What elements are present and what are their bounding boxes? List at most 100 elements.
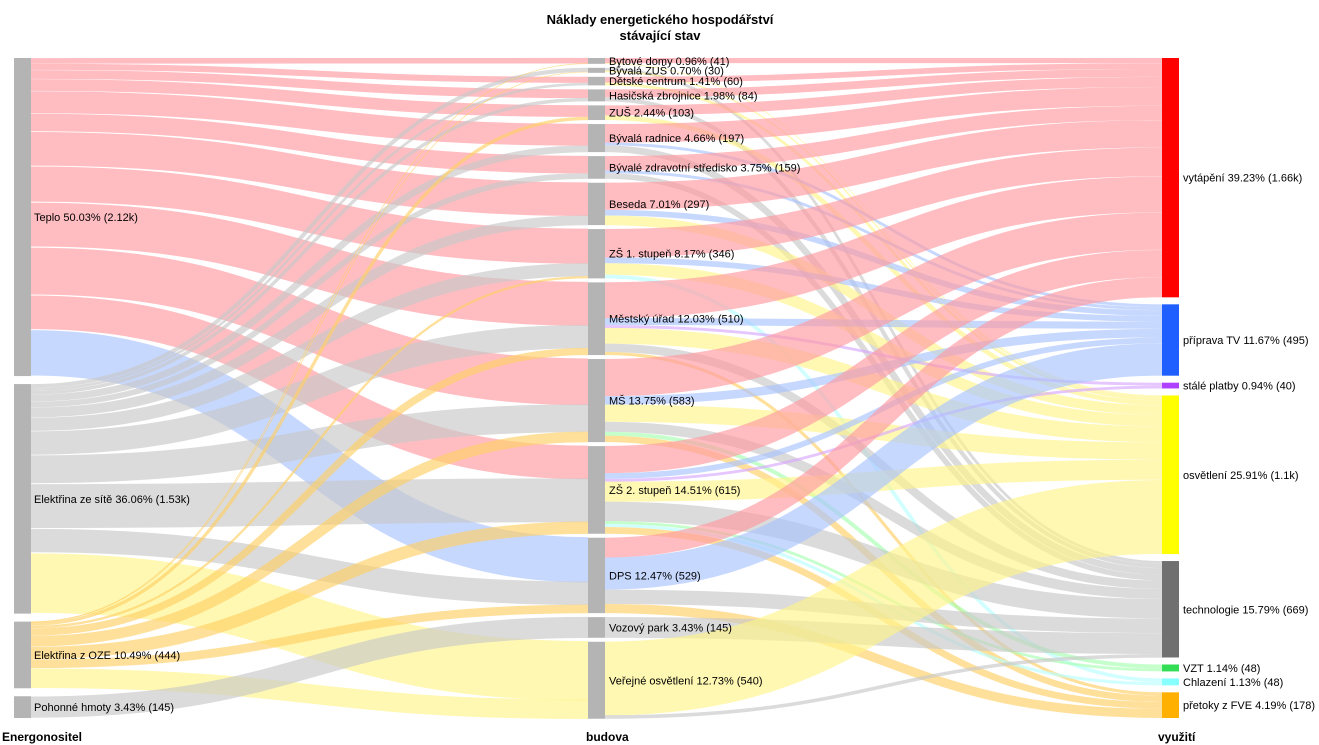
- node-vyt: [1162, 58, 1179, 298]
- link-bzs-vyt: [604, 105, 1163, 171]
- node-bes: [588, 182, 605, 226]
- node-label-hz: Hasičská zbrojnice 1.98% (84): [609, 90, 758, 102]
- node-osv: [1162, 395, 1179, 555]
- link-elsit-dps: [30, 528, 589, 606]
- node-label-ptv: příprava TV 11.67% (495): [1183, 335, 1309, 347]
- link-elsit-hz: [30, 97, 589, 395]
- sankey-labels: Teplo 50.03% (2.12k) Elektřina ze sítě 36…: [34, 56, 1315, 714]
- node-sp: [1162, 382, 1179, 389]
- node-label-sp: stálé platby 0.94% (40): [1183, 381, 1296, 393]
- node-ms: [588, 359, 605, 443]
- node-label-phm: Pohonné hmoty 3.43% (145): [34, 702, 174, 714]
- node-bzs: [588, 156, 605, 179]
- link-elsit-ms: [30, 404, 589, 484]
- link-zs1-vyt: [604, 147, 1163, 258]
- node-vp: [588, 617, 605, 638]
- link-eloze-zs2: [30, 521, 589, 660]
- link-teplo-dc: [30, 63, 589, 83]
- node-label-zs2: ZŠ 2. stupeň 14.51% (615): [609, 484, 740, 497]
- link-elsit-dc: [30, 82, 589, 391]
- link-teplo-br: [30, 91, 589, 146]
- node-eloze: [14, 621, 31, 689]
- link-elsit-br: [30, 145, 589, 402]
- node-label-teplo: Teplo 50.03% (2.12k): [34, 212, 138, 224]
- link-eloze-bzus: [30, 71, 589, 623]
- node-label-vyt: vytápění 39.23% (1.66k): [1183, 173, 1302, 185]
- node-label-dps: DPS 12.47% (529): [609, 570, 701, 582]
- link-ms-vyt: [604, 212, 1163, 397]
- sankey-nodes: [14, 58, 1179, 719]
- link-teplo-zs1: [30, 166, 589, 264]
- node-label-bzs: Bývalé zdravotní středisko 3.75% (159): [609, 162, 800, 174]
- node-mu: [588, 282, 605, 356]
- node-label-br: Bývalá radnice 4.66% (197): [609, 133, 744, 145]
- node-zus: [588, 105, 605, 121]
- node-label-tech: technologie 15.79% (669): [1183, 604, 1308, 616]
- link-teplo-hz: [30, 70, 589, 99]
- node-bzus: [588, 67, 605, 73]
- link-ms-osv: [604, 404, 1163, 460]
- link-eloze-bd: [30, 63, 589, 623]
- link-teplo-bes: [30, 131, 589, 216]
- link-zus-vyt: [604, 76, 1163, 116]
- column-label-vyuziti: využití: [1158, 730, 1196, 744]
- node-hz: [588, 89, 605, 102]
- node-chl: [1162, 678, 1179, 686]
- node-br: [588, 124, 605, 153]
- column-label-budova: budova: [586, 730, 629, 744]
- node-label-elsit: Elektřina ze sítě 36.06% (1.53k): [34, 494, 190, 506]
- node-label-zs1: ZŠ 1. stupeň 8.17% (346): [609, 248, 734, 261]
- link-elsit-vo: [30, 553, 589, 701]
- node-label-osv: osvětlení 25.91% (1.1k): [1183, 470, 1299, 482]
- link-mu-osv: [604, 327, 1163, 443]
- link-phm-vp: [30, 616, 589, 718]
- node-zs2: [588, 446, 605, 534]
- link-elsit-mu: [30, 324, 589, 455]
- link-eloze-vo: [30, 668, 589, 719]
- link-elsit-bes: [30, 215, 589, 418]
- node-label-dc: Dětské centrum 1.41% (60): [609, 76, 743, 88]
- node-label-vzt: VZT 1.14% (48): [1183, 663, 1260, 675]
- node-tech: [1162, 561, 1179, 658]
- link-eloze-dps: [30, 604, 589, 669]
- node-label-bd: Bytové domy 0.96% (41): [609, 56, 729, 68]
- node-label-mu: Městský úřad 12.03% (510): [609, 314, 744, 326]
- node-label-vp: Vozový park 3.43% (145): [609, 622, 732, 634]
- node-vo: [588, 641, 605, 719]
- node-label-vo: Veřejné osvětlení 12.73% (540): [609, 675, 763, 687]
- node-phm: [14, 696, 31, 718]
- link-zs2-vyt: [604, 249, 1163, 474]
- node-label-bzus: Bývalá ZUŠ 0.70% (30): [609, 64, 724, 77]
- link-bes-vyt: [604, 120, 1163, 210]
- node-zs1: [588, 229, 605, 279]
- node-label-ms: MŠ 13.75% (583): [609, 395, 695, 408]
- link-dps-vyt: [604, 277, 1163, 558]
- link-vo-osv: [604, 480, 1163, 716]
- link-teplo-zus: [30, 79, 589, 117]
- node-label-bes: Beseda 7.01% (297): [609, 199, 709, 211]
- link-eloze-mu: [30, 347, 589, 636]
- link-dps-pfve: [604, 603, 1163, 718]
- link-teplo-mu: [30, 202, 589, 326]
- link-zs2-sp: [604, 385, 1163, 482]
- node-label-zus: ZUŠ 2.44% (103): [609, 107, 694, 120]
- node-vzt: [1162, 664, 1179, 672]
- node-pfve: [1162, 692, 1179, 718]
- column-label-energonositel: Energonositel: [2, 730, 82, 744]
- node-ptv: [1162, 304, 1179, 376]
- node-label-eloze: Elektřina z OZE 10.49% (444): [34, 650, 180, 662]
- link-elsit-zs2: [30, 478, 589, 528]
- link-eloze-ms: [30, 431, 589, 647]
- link-br-vyt: [604, 87, 1163, 143]
- node-bd: [588, 58, 605, 64]
- node-label-pfve: přetoky z FVE 4.19% (178): [1183, 700, 1315, 712]
- node-dps: [588, 537, 605, 614]
- link-hz-vyt: [604, 68, 1163, 98]
- link-elsit-bzus: [30, 67, 589, 389]
- link-eloze-zus: [30, 116, 589, 626]
- link-dps-ptv: [604, 343, 1163, 590]
- node-elsit: [14, 384, 31, 614]
- link-elsit-bzs: [30, 173, 589, 408]
- node-label-chl: Chlazení 1.13% (48): [1183, 677, 1283, 689]
